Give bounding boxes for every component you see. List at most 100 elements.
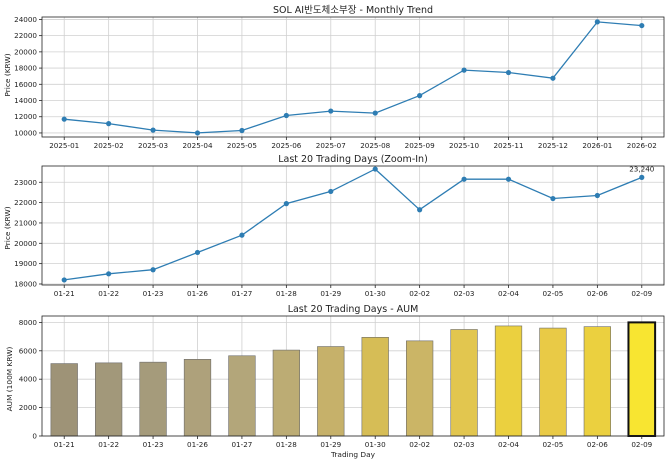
aum-xlabel: Trading Day bbox=[330, 450, 376, 459]
bar bbox=[317, 346, 345, 437]
x-tick-label: 02-06 bbox=[587, 289, 608, 298]
x-tick-label: 02-04 bbox=[498, 289, 519, 298]
point-annotation: 23,240 bbox=[629, 164, 655, 173]
bar bbox=[50, 363, 78, 437]
aum-title: Last 20 Trading Days - AUM bbox=[288, 304, 419, 315]
data-point bbox=[639, 22, 645, 29]
data-point bbox=[194, 130, 201, 136]
y-tick-label: 20000 bbox=[14, 239, 37, 248]
x-tick-label: 01-30 bbox=[365, 440, 386, 449]
y-tick-label: 0 bbox=[32, 432, 37, 441]
data-point bbox=[239, 232, 245, 238]
data-point bbox=[639, 174, 645, 180]
data-point bbox=[150, 267, 156, 273]
y-tick-label: 14000 bbox=[14, 96, 37, 105]
data-point bbox=[594, 192, 600, 199]
data-point bbox=[150, 127, 156, 133]
data-point bbox=[239, 127, 245, 134]
x-tick-label: 01-28 bbox=[276, 440, 297, 449]
y-tick-label: 22000 bbox=[14, 198, 37, 207]
x-tick-label: 2025-03 bbox=[138, 141, 168, 150]
plot-frame bbox=[41, 165, 665, 286]
data-point bbox=[505, 69, 512, 76]
x-tick-label: 02-09 bbox=[631, 440, 652, 449]
x-tick-label: 2025-11 bbox=[493, 141, 523, 150]
data-point bbox=[594, 19, 600, 25]
bar bbox=[361, 337, 389, 437]
y-tick-label: 18000 bbox=[14, 64, 37, 73]
data-point bbox=[328, 108, 334, 114]
y-tick-label: 4000 bbox=[19, 375, 38, 384]
x-tick-label: 01-22 bbox=[98, 289, 119, 298]
x-tick-label: 02-03 bbox=[454, 289, 475, 298]
monthly-trend-title: SOL AI반도체소부장 - Monthly Trend bbox=[273, 5, 433, 16]
plot-frame bbox=[41, 16, 665, 138]
x-tick-label: 2025-02 bbox=[94, 141, 124, 150]
x-tick-label: 01-23 bbox=[143, 289, 164, 298]
data-point bbox=[283, 201, 289, 207]
x-tick-label: 01-29 bbox=[320, 289, 341, 298]
data-point bbox=[417, 207, 423, 213]
y-tick-label: 10000 bbox=[14, 128, 37, 137]
data-point bbox=[550, 195, 556, 202]
data-point bbox=[61, 116, 67, 122]
aum-ylabel: AUM (100M KRW) bbox=[5, 346, 14, 411]
x-tick-label: 2025-01 bbox=[49, 141, 79, 150]
x-tick-label: 2025-08 bbox=[360, 141, 390, 150]
aum-panel: Last 20 Trading Days - AUM AUM (100M KRW… bbox=[5, 304, 665, 459]
bar bbox=[627, 321, 657, 437]
y-tick-label: 20000 bbox=[14, 47, 37, 56]
x-tick-label: 2025-04 bbox=[182, 141, 212, 150]
x-tick-label: 02-05 bbox=[542, 289, 563, 298]
zoom-in-title: Last 20 Trading Days (Zoom-In) bbox=[278, 154, 428, 165]
x-tick-label: 02-03 bbox=[454, 440, 475, 449]
x-tick-label: 2025-12 bbox=[538, 141, 568, 150]
x-tick-label: 2026-01 bbox=[582, 141, 612, 150]
series-line bbox=[64, 21, 642, 134]
data-point bbox=[106, 271, 112, 277]
x-tick-label: 02-05 bbox=[542, 440, 563, 449]
data-point bbox=[328, 188, 334, 195]
bar bbox=[228, 355, 256, 437]
y-tick-label: 2000 bbox=[19, 403, 38, 412]
x-tick-label: 2025-06 bbox=[271, 141, 301, 150]
x-tick-label: 2025-07 bbox=[316, 141, 346, 150]
zoom-in-ylabel: Price (KRW) bbox=[3, 206, 12, 249]
y-tick-label: 21000 bbox=[14, 218, 37, 227]
y-tick-label: 19000 bbox=[14, 259, 37, 268]
x-tick-label: 02-02 bbox=[409, 440, 430, 449]
data-point bbox=[283, 112, 289, 119]
x-tick-label: 2026-02 bbox=[627, 141, 657, 150]
x-tick-label: 01-22 bbox=[98, 440, 119, 449]
data-point bbox=[372, 166, 378, 172]
bar bbox=[95, 362, 123, 437]
x-tick-label: 02-09 bbox=[631, 289, 652, 298]
x-tick-label: 01-26 bbox=[187, 440, 208, 449]
x-tick-label: 01-21 bbox=[54, 440, 75, 449]
series-line bbox=[64, 168, 643, 281]
x-tick-label: 01-21 bbox=[54, 289, 75, 298]
x-tick-label: 2025-05 bbox=[227, 141, 257, 150]
monthly-trend-ylabel: Price (KRW) bbox=[3, 53, 12, 96]
x-tick-label: 01-23 bbox=[143, 440, 164, 449]
x-tick-label: 01-27 bbox=[231, 289, 252, 298]
data-point bbox=[461, 67, 467, 73]
data-point bbox=[417, 93, 423, 99]
x-tick-label: 01-29 bbox=[320, 440, 341, 449]
x-tick-label: 01-30 bbox=[365, 289, 386, 298]
x-tick-label: 2025-09 bbox=[405, 141, 435, 150]
plot-frame bbox=[41, 315, 665, 437]
monthly-trend-panel: SOL AI반도체소부장 - Monthly Trend Price (KRW)… bbox=[3, 5, 665, 150]
bar bbox=[139, 361, 167, 437]
bar bbox=[583, 326, 611, 437]
y-tick-label: 22000 bbox=[14, 31, 37, 40]
bar bbox=[494, 325, 523, 437]
bar bbox=[272, 349, 300, 437]
bar bbox=[406, 340, 434, 437]
x-tick-label: 01-28 bbox=[276, 289, 297, 298]
y-tick-label: 8000 bbox=[19, 318, 38, 327]
zoom-in-panel: Last 20 Trading Days (Zoom-In) Price (KR… bbox=[3, 154, 665, 298]
data-point bbox=[461, 176, 467, 182]
y-tick-label: 18000 bbox=[14, 279, 37, 288]
